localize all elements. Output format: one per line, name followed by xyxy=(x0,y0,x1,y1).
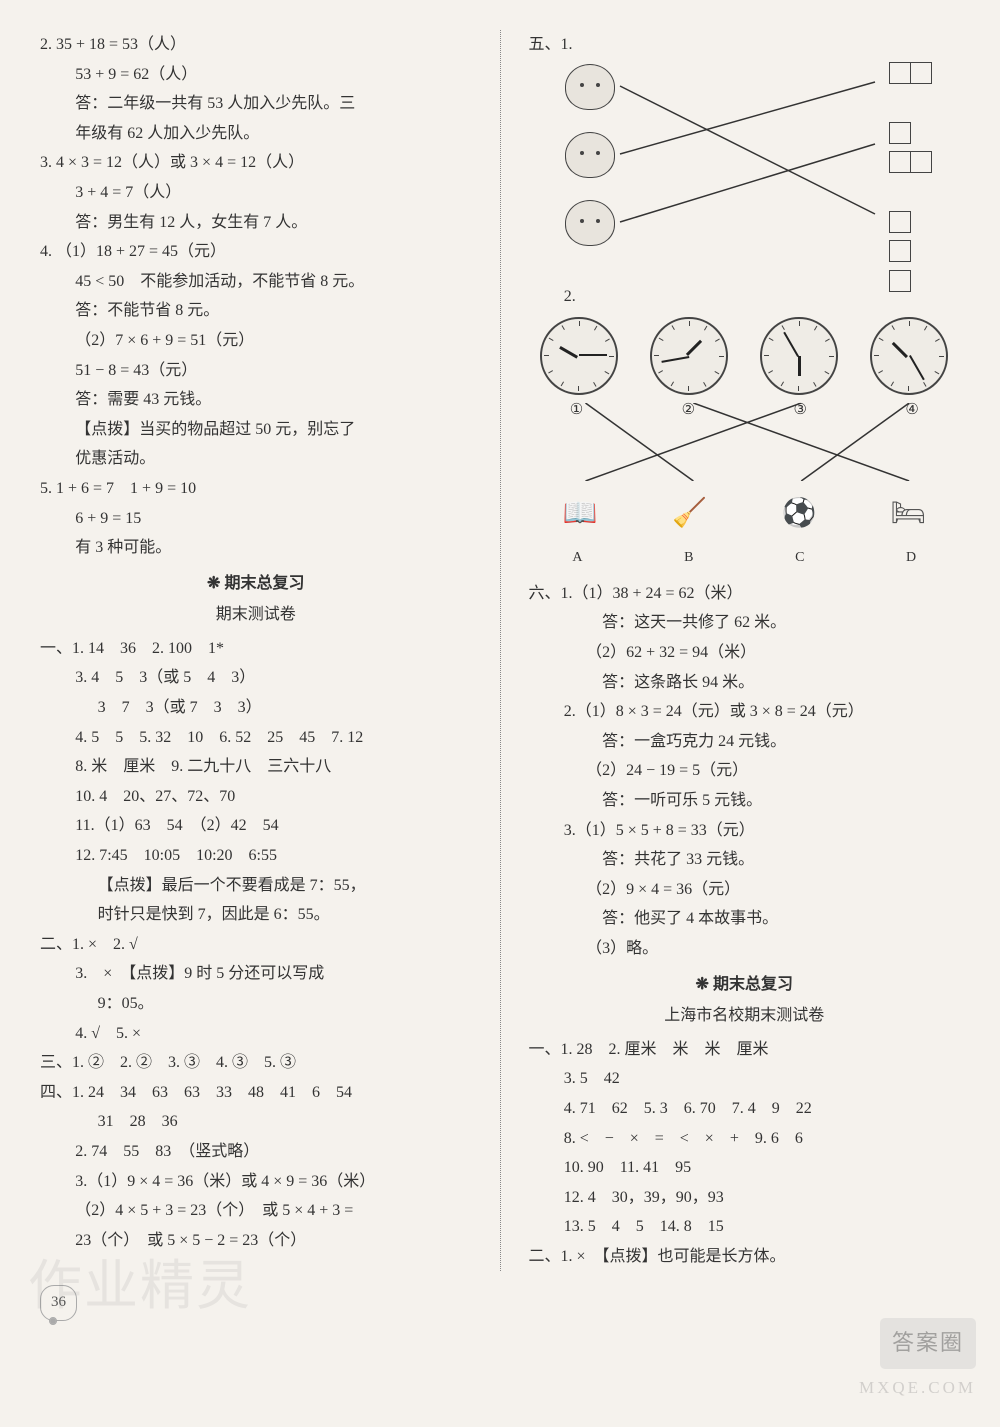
r1-l2: 3. 5 42 xyxy=(529,1064,961,1094)
s1-l10: 时针只是快到 7，因此是 6：55。 xyxy=(40,900,472,930)
page-number-badge: 36 xyxy=(40,1285,77,1321)
q4-l7: 【点拨】当买的物品超过 50 元，别忘了 xyxy=(40,415,472,445)
r1-l6: 12. 4 30，39，90，93 xyxy=(529,1183,961,1213)
s6-l3: （2）62 + 32 = 94（米） xyxy=(529,638,961,668)
watermark-right: 答案圈 MXQE.COM xyxy=(859,1318,976,1403)
s4-l6: 23（个） 或 5 × 5 − 2 = 23（个） xyxy=(40,1226,472,1256)
activity-d-icon: 🛏 xyxy=(872,485,944,543)
s1-l9: 【点拨】最后一个不要看成是 7：55， xyxy=(40,871,472,901)
matching-diagram-1 xyxy=(565,64,961,274)
clock-match-lines xyxy=(529,403,961,481)
s1-l6: 10. 4 20、27、72、70 xyxy=(40,782,472,812)
activity-a-icon: 📖 xyxy=(544,485,616,543)
r1-l1: 一、1. 28 2. 厘米 米 米 厘米 xyxy=(529,1035,961,1065)
q4-l3: 答：不能节省 8 元。 xyxy=(40,296,472,326)
s1-l8: 12. 7:45 10:05 10:20 6:55 xyxy=(40,841,472,871)
footer: 36 xyxy=(40,1285,960,1321)
q4-l5: 51 − 8 = 43（元） xyxy=(40,356,472,386)
q5-l1: 5. 1 + 6 = 7 1 + 9 = 10 xyxy=(40,474,472,504)
section-a-title: 期末总复习 xyxy=(40,569,472,599)
q2-l4: 年级有 62 人加入少先队。 xyxy=(40,119,472,149)
r1-l3: 4. 71 62 5. 3 6. 70 7. 4 9 22 xyxy=(529,1094,961,1124)
q2-l2: 53 + 9 = 62（人） xyxy=(40,60,472,90)
section-b-sub: 上海市名校期末测试卷 xyxy=(529,1001,961,1031)
r1-l4: 8. < − × = < × + 9. 6 6 xyxy=(529,1124,961,1154)
q2-l3: 答：二年级一共有 53 人加入少先队。三 xyxy=(40,89,472,119)
s6-l5: 2.（1）8 × 3 = 24（元）或 3 × 8 = 24（元） xyxy=(529,697,961,727)
q4-l6: 答：需要 43 元钱。 xyxy=(40,385,472,415)
section-b-title: 期末总复习 xyxy=(529,970,961,1000)
clock-1 xyxy=(540,317,618,395)
s4-l3: 2. 74 55 83 （竖式略） xyxy=(40,1137,472,1167)
act-label-c: C xyxy=(795,545,804,571)
q5-l2: 6 + 9 = 15 xyxy=(40,504,472,534)
act-label-b: B xyxy=(684,545,693,571)
s4-l4: 3.（1）9 × 4 = 36（米）或 4 × 9 = 36（米） xyxy=(40,1167,472,1197)
activity-c-icon: ⚽ xyxy=(763,485,835,543)
s4-l2: 31 28 36 xyxy=(40,1107,472,1137)
page-number: 36 xyxy=(51,1289,66,1317)
r1-l7: 13. 5 4 5 14. 8 15 xyxy=(529,1212,961,1242)
s6-l4: 答：这条路长 94 米。 xyxy=(529,668,961,698)
activity-b-icon: 🧹 xyxy=(654,485,726,543)
clock-row xyxy=(533,317,957,395)
page: 2. 35 + 18 = 53（人） 53 + 9 = 62（人） 答：二年级一… xyxy=(40,30,960,1271)
q5-l3: 有 3 种可能。 xyxy=(40,533,472,563)
r1-l5: 10. 90 11. 41 95 xyxy=(529,1153,961,1183)
s1-l2: 3. 4 5 3（或 5 4 3） xyxy=(40,663,472,693)
q3-l2: 3 + 4 = 7（人） xyxy=(40,178,472,208)
s4-l5: （2）4 × 5 + 3 = 23（个） 或 5 × 4 + 3 = xyxy=(40,1196,472,1226)
section-a-sub: 期末测试卷 xyxy=(40,600,472,630)
clock-3 xyxy=(760,317,838,395)
q4-l2: 45 < 50 不能参加活动，不能节省 8 元。 xyxy=(40,267,472,297)
s6-l10: 答：共花了 33 元钱。 xyxy=(529,845,961,875)
left-column: 2. 35 + 18 = 53（人） 53 + 9 = 62（人） 答：二年级一… xyxy=(40,30,472,1271)
q3-l1: 3. 4 × 3 = 12（人）或 3 × 4 = 12（人） xyxy=(40,148,472,178)
s6-l2: 答：这天一共修了 62 米。 xyxy=(529,608,961,638)
s3: 三、1. ② 2. ② 3. ③ 4. ③ 5. ③ xyxy=(40,1048,472,1078)
q2-l1: 2. 35 + 18 = 53（人） xyxy=(40,30,472,60)
s4-l1: 四、1. 24 34 63 63 33 48 41 6 54 xyxy=(40,1078,472,1108)
q4-l8: 优惠活动。 xyxy=(40,444,472,474)
s6-l8: 答：一听可乐 5 元钱。 xyxy=(529,786,961,816)
act-label-a: A xyxy=(572,545,582,571)
q4-l4: （2）7 × 6 + 9 = 51（元） xyxy=(40,326,472,356)
s6-l6: 答：一盒巧克力 24 元钱。 xyxy=(529,727,961,757)
s6-l7: （2）24 − 19 = 5（元） xyxy=(529,756,961,786)
act-label-d: D xyxy=(906,545,916,571)
clock-2 xyxy=(650,317,728,395)
s6-l11: （2）9 × 4 = 36（元） xyxy=(529,875,961,905)
s6-l9: 3.（1）5 × 5 + 8 = 33（元） xyxy=(529,816,961,846)
s1-l5: 8. 米 厘米 9. 二九十八 三六十八 xyxy=(40,752,472,782)
r2: 二、1. × 【点拨】也可能是长方体。 xyxy=(529,1242,961,1272)
right-column: 五、1. 2. xyxy=(529,30,961,1271)
match-lines-1 xyxy=(565,64,961,274)
s1-l3: 3 7 3（或 7 3 3） xyxy=(40,693,472,723)
s6-l12: 答：他买了 4 本故事书。 xyxy=(529,904,961,934)
s1-l1: 一、1. 14 36 2. 100 1* xyxy=(40,634,472,664)
column-divider xyxy=(500,30,501,1271)
q4-l1: 4. （1）18 + 27 = 45（元） xyxy=(40,237,472,267)
s6-l1: 六、1.（1）38 + 24 = 62（米） xyxy=(529,579,961,609)
s1-l7: 11.（1）63 54 （2）42 54 xyxy=(40,811,472,841)
s2-l3: 9：05。 xyxy=(40,989,472,1019)
s1-l4: 4. 5 5 5. 32 10 6. 52 25 45 7. 12 xyxy=(40,723,472,753)
clock-4 xyxy=(870,317,948,395)
s6-l13: （3）略。 xyxy=(529,934,961,964)
s2-l1: 二、1. × 2. √ xyxy=(40,930,472,960)
q3-l3: 答：男生有 12 人，女生有 7 人。 xyxy=(40,208,472,238)
watermark-url: MXQE.COM xyxy=(859,1372,976,1403)
clock-matching: ① ② ③ ④ 📖 🧹 ⚽ 🛏 A B C D xyxy=(529,317,961,571)
s2-l4: 4. √ 5. × xyxy=(40,1019,472,1049)
s2-l2: 3. × 【点拨】9 时 5 分还可以写成 xyxy=(40,959,472,989)
watermark-badge: 答案圈 xyxy=(880,1318,976,1369)
five-1-label: 五、1. xyxy=(529,30,961,60)
